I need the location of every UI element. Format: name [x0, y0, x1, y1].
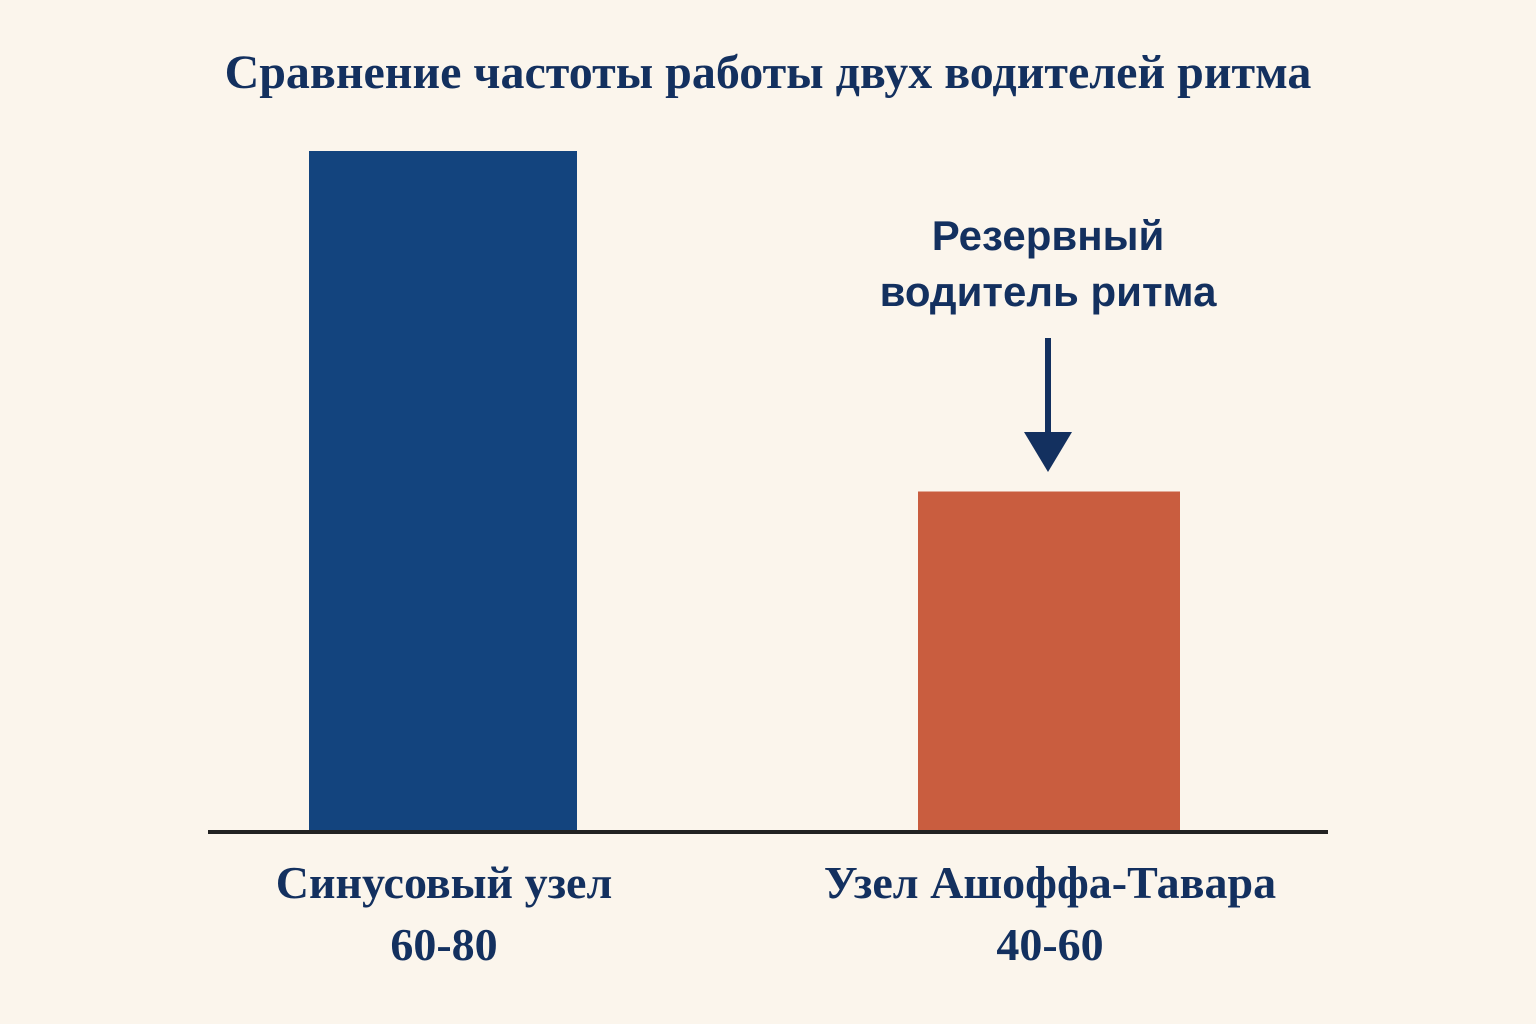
value-label-av-node: 40-60: [996, 919, 1103, 970]
category-label-av-node: Узел Ашоффа-Тавара: [824, 857, 1276, 908]
backup-pacemaker-annotation: Резервный водитель ритма: [880, 212, 1218, 472]
annotation-line-2: водитель ритма: [880, 268, 1218, 315]
value-label-sinus-node: 60-80: [390, 919, 497, 970]
category-labels-layer: Синусовый узел 60-80 Узел Ашоффа-Тавара …: [276, 857, 1276, 970]
chart-title: Сравнение частоты работы двух водителей …: [225, 46, 1312, 99]
bars-layer: [309, 151, 1180, 832]
arrow-down-icon: [1024, 432, 1072, 472]
bar-av-node: [918, 491, 1180, 832]
category-label-sinus-node: Синусовый узел: [276, 857, 613, 908]
bar-sinus-node: [309, 151, 577, 832]
annotation-line-1: Резервный: [932, 212, 1165, 259]
